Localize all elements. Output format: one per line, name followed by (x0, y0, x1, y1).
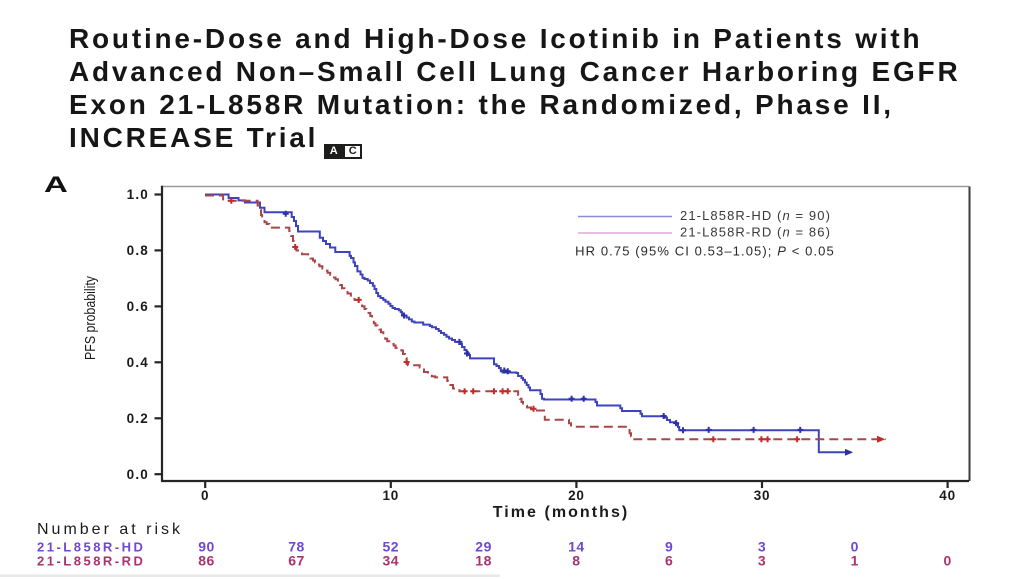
svg-text:30: 30 (754, 488, 771, 503)
svg-text:1.0: 1.0 (127, 187, 149, 202)
svg-text:Number at risk: Number at risk (37, 521, 183, 538)
svg-text:Time (months): Time (months) (493, 504, 630, 521)
svg-text:0.0: 0.0 (127, 467, 149, 482)
svg-text:52: 52 (383, 539, 400, 555)
svg-text:0.2: 0.2 (127, 411, 149, 426)
svg-text:8: 8 (572, 553, 580, 569)
svg-text:6: 6 (665, 553, 673, 569)
svg-text:40: 40 (939, 488, 956, 503)
svg-text:3: 3 (758, 553, 766, 569)
svg-text:3: 3 (758, 539, 766, 555)
svg-text:90: 90 (198, 539, 215, 555)
svg-text:PFS probability: PFS probability (82, 276, 99, 360)
svg-text:21-L858R-HD: 21-L858R-HD (37, 540, 145, 555)
svg-text:29: 29 (475, 539, 492, 555)
svg-text:0.6: 0.6 (127, 299, 149, 314)
svg-text:0: 0 (201, 488, 209, 503)
svg-text:67: 67 (288, 553, 305, 569)
svg-text:1: 1 (851, 553, 859, 569)
svg-text:78: 78 (288, 539, 305, 555)
svg-text:18: 18 (475, 553, 492, 569)
svg-text:21-L858R-RD: 21-L858R-RD (37, 554, 145, 569)
svg-text:21-L858R-HD (n = 90): 21-L858R-HD (n = 90) (680, 208, 831, 223)
svg-text:20: 20 (568, 488, 585, 503)
svg-text:10: 10 (382, 488, 399, 503)
svg-text:21-L858R-RD (n = 86): 21-L858R-RD (n = 86) (680, 225, 831, 240)
svg-text:14: 14 (568, 539, 585, 555)
svg-text:34: 34 (383, 553, 400, 569)
svg-text:86: 86 (198, 553, 215, 569)
svg-text:0: 0 (943, 553, 951, 569)
svg-text:0.4: 0.4 (127, 355, 149, 370)
svg-text:HR 0.75 (95% CI 0.53–1.05); P: HR 0.75 (95% CI 0.53–1.05); P < 0.05 (575, 244, 835, 259)
svg-text:9: 9 (665, 539, 673, 555)
svg-text:0: 0 (851, 539, 859, 555)
svg-text:0.8: 0.8 (127, 243, 149, 258)
